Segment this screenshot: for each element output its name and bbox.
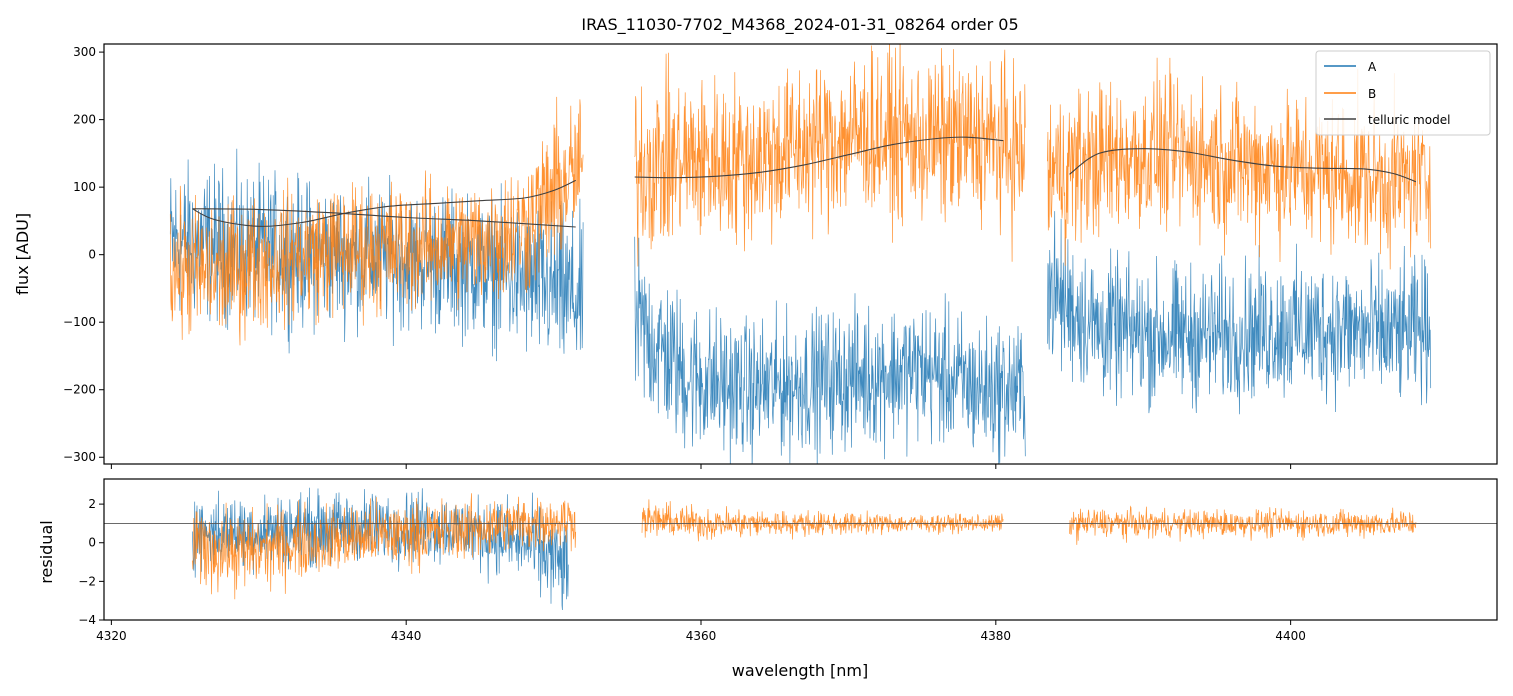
flux-series-b-segment-1: [634, 44, 1026, 267]
legend-box: [1315, 50, 1491, 136]
flux-y-tick-label: 200: [73, 113, 96, 127]
flux-y-tick-label: 100: [73, 180, 96, 194]
flux-y-ticks: 300 200 100 0 −100 −200 −300: [63, 45, 104, 464]
residual-panel: 2 0 −2 −4 4320 4340 4360 4380 4400 residual: [37, 478, 1498, 643]
residual-y-tick-label: 0: [88, 536, 96, 550]
residual-y-tick-label: −2: [78, 574, 96, 588]
residual-y-tick-label: 2: [88, 497, 96, 511]
residual-y-tick-label: −4: [78, 613, 96, 627]
legend: A B telluric model: [1315, 50, 1491, 136]
flux-y-axis-label: flux [ADU]: [13, 213, 32, 295]
chart-title: IRAS_11030-7702_M4368_2024-01-31_08264 o…: [581, 15, 1018, 35]
flux-axes-frame: [103, 43, 1498, 465]
residual-series-b-segment-1: [641, 499, 1004, 542]
x-tick-label: 4360: [686, 629, 717, 643]
legend-label-a: A: [1368, 60, 1377, 74]
flux-series-a-segment-2: [1047, 211, 1432, 415]
residual-x-ticks: 4320 4340 4360 4380 4400: [96, 620, 1306, 643]
residual-axes-frame: [103, 478, 1498, 621]
residual-y-ticks: 2 0 −2 −4: [78, 497, 104, 627]
residual-plot-area: [104, 479, 1497, 620]
flux-x-ticks: [110, 464, 1292, 469]
legend-label-telluric-model: telluric model: [1368, 113, 1450, 127]
flux-y-tick-label: 0: [88, 248, 96, 262]
x-tick-label: 4340: [391, 629, 422, 643]
flux-panel: 300 200 100 0 −100 −200 −300 flux [ADU] A B te…: [13, 43, 1498, 469]
flux-y-tick-label: −100: [63, 315, 96, 329]
x-tick-label: 4400: [1275, 629, 1306, 643]
flux-series-b-segment-2: [1047, 57, 1432, 270]
legend-label-b: B: [1368, 87, 1376, 101]
flux-series-b-segment-0: [169, 96, 584, 346]
x-tick-label: 4320: [96, 629, 127, 643]
telluric-model-line-2: [634, 136, 1004, 179]
x-axis-label: wavelength [nm]: [732, 661, 869, 680]
telluric-model-line-3: [1069, 148, 1417, 183]
x-tick-label: 4380: [981, 629, 1012, 643]
residual-series-b-segment-0: [192, 493, 577, 600]
flux-y-tick-label: 300: [73, 45, 96, 59]
residual-series-group: [104, 487, 1497, 611]
flux-y-tick-label: −200: [63, 383, 96, 397]
telluric-model-line-1: [192, 208, 576, 228]
telluric-model-line-0: [192, 179, 576, 227]
residual-y-axis-label: residual: [37, 520, 56, 583]
flux-series-group: [169, 44, 1432, 464]
flux-y-tick-label: −300: [63, 450, 96, 464]
flux-series-a-segment-1: [634, 236, 1026, 464]
